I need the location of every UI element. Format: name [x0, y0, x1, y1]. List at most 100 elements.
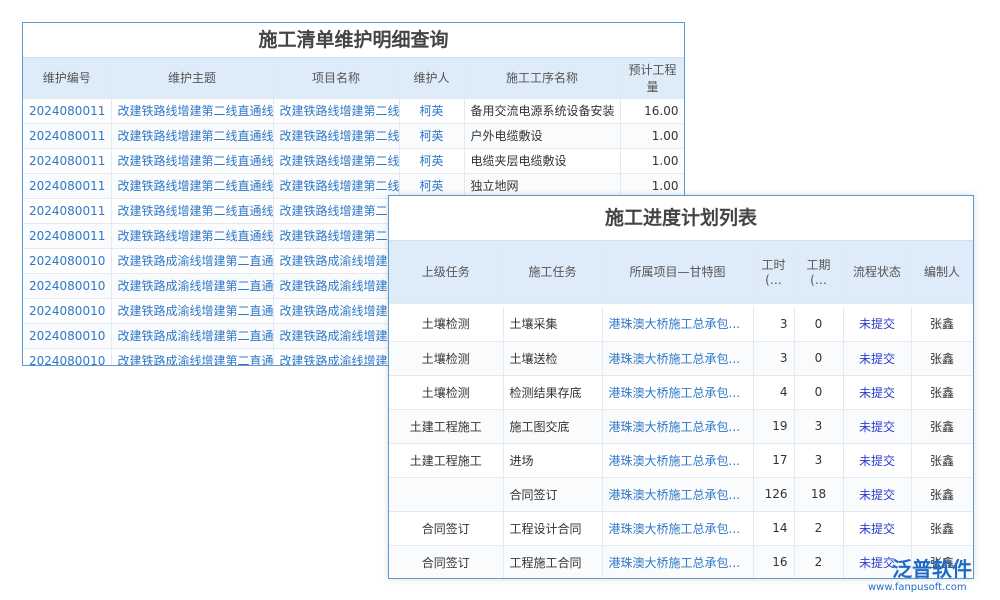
header-row: 维护编号 维护主题 项目名称 维护人 施工工序名称 预计工程量 — [23, 58, 684, 99]
cell: 改建铁路线增建第二线直通线 — [273, 148, 400, 174]
cell: 工程施工合同 — [503, 545, 603, 578]
column-header: 编制人 — [911, 241, 973, 304]
cell: 0 — [794, 341, 844, 376]
cell: 16.00 — [620, 98, 684, 124]
cell: 3 — [794, 409, 844, 444]
column-header: 所属项目—甘特图 — [602, 241, 754, 304]
cell: 3 — [753, 307, 795, 342]
cell: 2024080010 — [23, 273, 112, 299]
column-header: 预计工程量 — [620, 58, 684, 99]
cell: 2024080011 — [23, 123, 112, 149]
cell: 改建铁路线增建第二线直通线 — [273, 98, 400, 124]
cell: 改建铁路线增建第二线直通线 — [111, 223, 274, 249]
cell: 未提交 — [843, 375, 912, 410]
cell: 4 — [753, 375, 795, 410]
cell: 0 — [794, 307, 844, 342]
cell: 改建铁路成渝线增建第二直通线 — [273, 298, 400, 324]
cell: 港珠澳大桥施工总承包... — [602, 443, 754, 478]
column-header: 上级任务 — [389, 241, 504, 304]
cell: 备用交流电源系统设备安装 — [464, 98, 621, 124]
cell: 改建铁路线增建第二线直通线 — [111, 148, 274, 174]
cell: 1.00 — [620, 123, 684, 149]
cell: 2024080011 — [23, 98, 112, 124]
cell: 张鑫 — [911, 375, 973, 410]
panel-title: 施工清单维护明细查询 — [23, 23, 684, 58]
cell: 合同签订 — [389, 511, 504, 546]
cell: 126 — [753, 477, 795, 512]
cell: 0 — [794, 375, 844, 410]
cell: 16 — [753, 545, 795, 578]
cell: 进场 — [503, 443, 603, 478]
row: 2024080011改建铁路线增建第二线直通线改建铁路线增建第二线直通线柯英户外… — [23, 123, 684, 149]
column-header: 流程状态 — [843, 241, 912, 304]
cell: 柯英 — [399, 148, 465, 174]
cell: 土建工程施工 — [389, 409, 504, 444]
cell: 3 — [753, 341, 795, 376]
cell: 2024080010 — [23, 348, 112, 365]
header-row: 上级任务 施工任务 所属项目—甘特图 工时(… 工期(… 流程状态 编制人 — [389, 241, 973, 304]
row: 2024080011改建铁路线增建第二线直通线改建铁路线增建第二线直通线柯英备用… — [23, 98, 684, 124]
cell: 改建铁路成渝线增建第二直通线 — [111, 348, 274, 365]
cell: 港珠澳大桥施工总承包... — [602, 477, 754, 512]
cell: 2024080011 — [23, 148, 112, 174]
cell: 合同签订 — [389, 545, 504, 578]
cell: 电缆夹层电缆敷设 — [464, 148, 621, 174]
cell: 张鑫 — [911, 307, 973, 342]
cell: 未提交 — [843, 545, 912, 578]
cell: 合同签订 — [503, 477, 603, 512]
cell: 14 — [753, 511, 795, 546]
row: 土壤检测 检测结果存底 港珠澳大桥施工总承包... 4 0 未提交 张鑫 — [389, 375, 973, 410]
cell: 2024080010 — [23, 248, 112, 274]
cell: 张鑫 — [911, 443, 973, 478]
cell: 张鑫 — [911, 409, 973, 444]
brand: 泛普软件 — [892, 557, 972, 581]
cell: 张鑫 — [911, 545, 973, 578]
table: 上级任务 施工任务 所属项目—甘特图 工时(… 工期(… 流程状态 编制人 土壤检测 土壤采集港… — [389, 241, 973, 578]
cell: 改建铁路成渝线增建第二直通线 — [111, 248, 274, 274]
cell: 港珠澳大桥施工总承包... — [602, 341, 754, 376]
cell: 张鑫 — [911, 511, 973, 546]
cell: 18 — [794, 477, 844, 512]
cell: 改建铁路线增建第二线直通线 — [273, 123, 400, 149]
cell: 土壤检测 — [389, 375, 504, 410]
cell: 张鑫 — [911, 477, 973, 512]
cell: 柯英 — [399, 123, 465, 149]
table: 维护编号 维护主题 项目名称 维护人 施工工序名称 预计工程量 2024080011 改建铁路… — [23, 58, 684, 365]
cell: 2 — [794, 545, 844, 578]
column-header: 维护编号 — [23, 58, 112, 99]
row: 土建工程施工 施工图交底 港珠澳大桥施工总承包... 19 3 未提交 张鑫 — [389, 409, 973, 444]
row: 合同签订 工程施工合同 港珠澳大桥施工总承包... 16 2 未提交 张鑫 — [389, 545, 973, 578]
watermark: 泛普软件 www.fanpusoft.com — [868, 553, 972, 593]
cell: 未提交 — [843, 409, 912, 444]
cell: 工程设计合同 — [503, 511, 603, 546]
cell: 改建铁路线增建第二线直通线 — [273, 173, 400, 199]
cell: 2024080010 — [23, 323, 112, 349]
cell: 改建铁路线增建第二线直通线 — [273, 223, 400, 249]
row: 合同签订 港珠澳大桥施工总承包... 126 18 未提交 张鑫 — [389, 477, 973, 512]
cell: 17 — [753, 443, 795, 478]
cell: 港珠澳大桥施工总承包... — [602, 545, 754, 578]
cell: 2024080011 — [23, 223, 112, 249]
cell: 改建铁路成渝线增建第二直通线 — [273, 248, 400, 274]
row: 土壤检测 土壤送检 港珠澳大桥施工总承包... 3 0 未提交 张鑫 — [389, 341, 973, 376]
cell: 3 — [794, 443, 844, 478]
column-header: 项目名称 — [273, 58, 400, 99]
cell: 改建铁路成渝线增建第二直通线 — [111, 298, 274, 324]
column-header: 施工工序名称 — [464, 58, 621, 99]
cell: 改建铁路成渝线增建第二直通线 — [111, 273, 274, 299]
cell: 2024080011 — [23, 173, 112, 199]
row: 2024080011改建铁路线增建第二线直通线改建铁路线增建第二线直通线柯英独立… — [23, 173, 684, 199]
column-header: 维护主题 — [111, 58, 274, 99]
row: 土壤检测 土壤采集 港珠澳大桥施工总承包... 3 0 未提交 张鑫 — [389, 307, 973, 342]
cell: 土壤送检 — [503, 341, 603, 376]
cell: 土建工程施工 — [389, 443, 504, 478]
cell: 未提交 — [843, 511, 912, 546]
column-header: 工期(… — [794, 241, 844, 304]
cell: 土壤检测 — [389, 307, 504, 342]
cell: 土壤检测 — [389, 341, 504, 376]
cell: 施工图交底 — [503, 409, 603, 444]
cell: 未提交 — [843, 477, 912, 512]
row: 土建工程施工 进场 港珠澳大桥施工总承包... 17 3 未提交 张鑫 — [389, 443, 973, 478]
panel-title: 施工进度计划列表 — [389, 196, 973, 241]
